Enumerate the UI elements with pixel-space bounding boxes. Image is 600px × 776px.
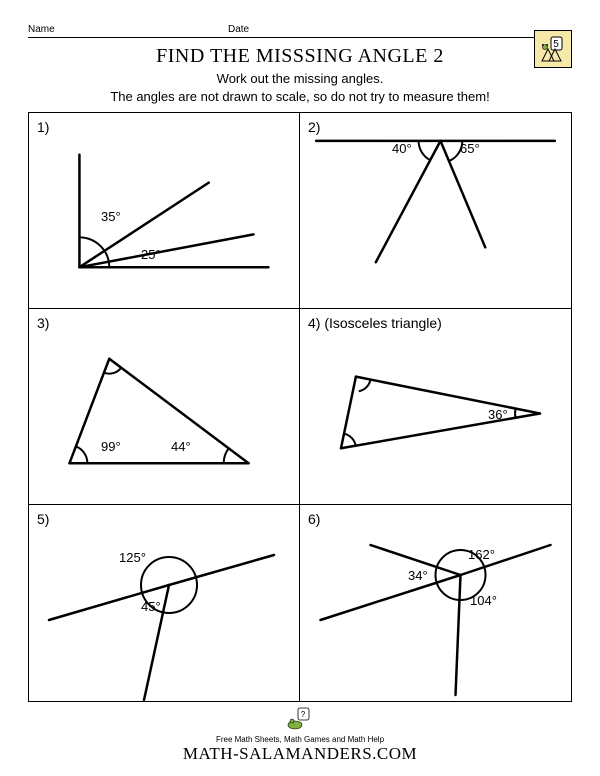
angle-label: 25° — [141, 247, 161, 262]
svg-text:?: ? — [301, 710, 306, 719]
angle-label: 36° — [488, 407, 508, 422]
footer: ? Free Math Sheets, Math Games and Math … — [0, 707, 600, 764]
problem-diagram — [29, 113, 299, 308]
problem-diagram — [29, 309, 299, 504]
problem-diagram — [300, 505, 571, 701]
angle-label: 40° — [392, 141, 412, 156]
problem-diagram — [300, 309, 571, 504]
footer-brand: MATH-SALAMANDERS.COM — [183, 744, 417, 763]
angle-label: 45° — [141, 599, 161, 614]
problem-grid: 1)35°25°2)40°65°3)99°44°4) (Isosceles tr… — [28, 112, 572, 702]
angle-label: 65° — [460, 141, 480, 156]
angle-label: 162° — [468, 547, 495, 562]
angle-label: 104° — [470, 593, 497, 608]
subtitle-line1: Work out the missing angles. — [217, 71, 384, 86]
name-label: Name — [28, 24, 55, 35]
footer-tagline: Free Math Sheets, Math Games and Math He… — [0, 735, 600, 744]
problem-cell: 2)40°65° — [300, 113, 571, 309]
problem-cell: 1)35°25° — [29, 113, 300, 309]
angle-label: 35° — [101, 209, 121, 224]
header-underline — [28, 37, 572, 38]
angle-label: 99° — [101, 439, 121, 454]
problem-cell: 5)125°45° — [29, 505, 300, 701]
worksheet-title: FIND THE MISSSING ANGLE 2 — [0, 45, 600, 68]
footer-logo-icon: ? — [286, 707, 314, 735]
problem-cell: 4) (Isosceles triangle)36° — [300, 309, 571, 505]
header-line: Name Date — [28, 24, 572, 35]
problem-cell: 3)99°44° — [29, 309, 300, 505]
subtitle-line2: The angles are not drawn to scale, so do… — [110, 89, 489, 104]
worksheet-subtitle: Work out the missing angles. The angles … — [0, 70, 600, 105]
date-label: Date — [228, 24, 249, 35]
angle-label: 34° — [408, 568, 428, 583]
footer-brand-text: MATH-SALAMANDERS.COM — [183, 744, 417, 763]
problem-diagram — [300, 113, 571, 308]
problem-diagram — [29, 505, 299, 701]
angle-label: 125° — [119, 550, 146, 565]
problem-cell: 6)162°34°104° — [300, 505, 571, 701]
angle-label: 44° — [171, 439, 191, 454]
